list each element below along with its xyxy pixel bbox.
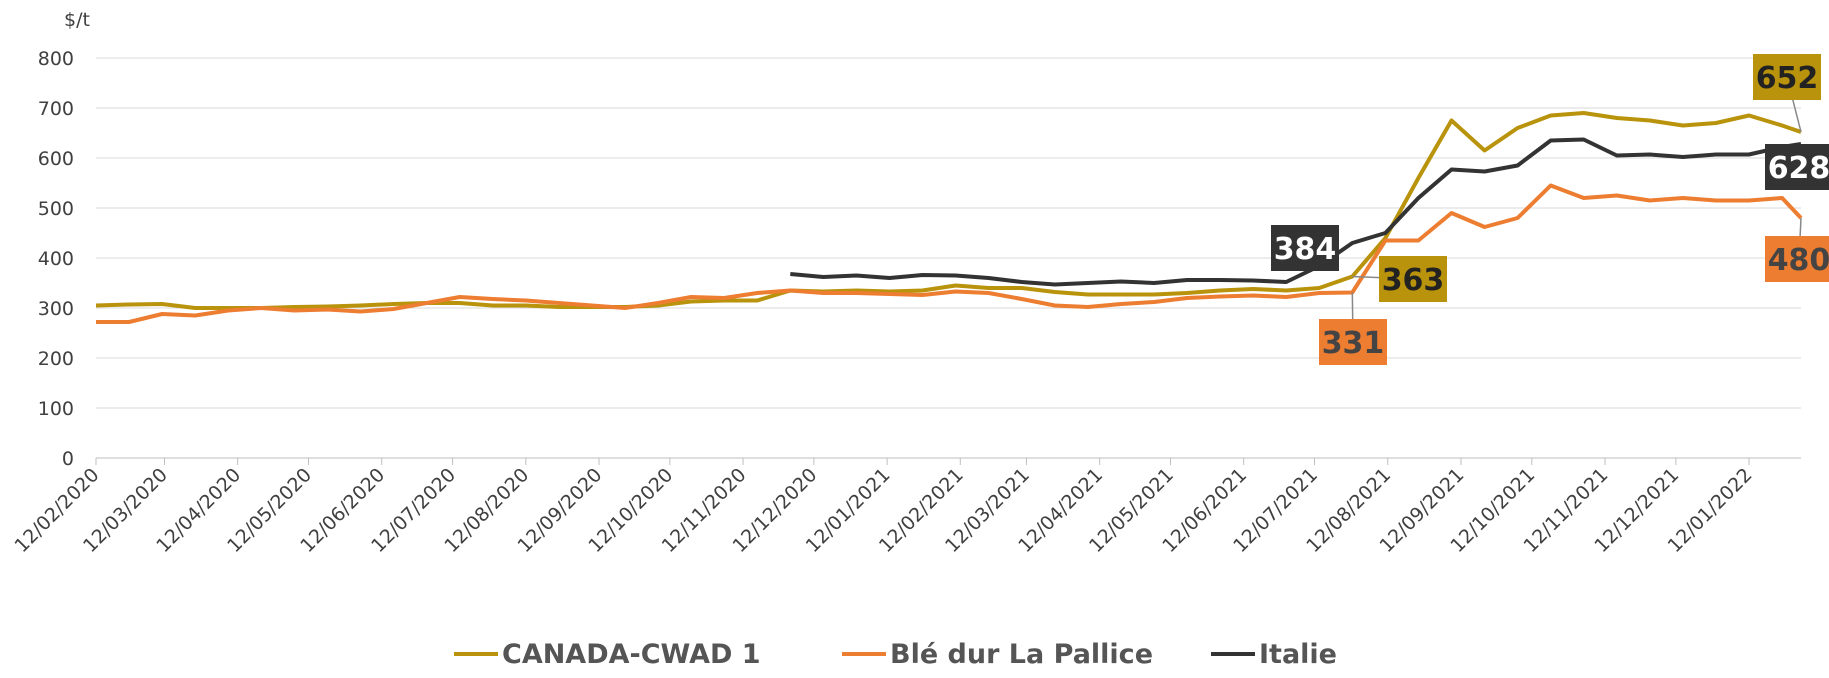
y-tick-label: 400 (38, 248, 74, 270)
label-box (1765, 144, 1829, 190)
data-label: 363 (1382, 263, 1445, 298)
y-tick-label: 300 (38, 298, 74, 320)
y-tick-label: 0 (62, 448, 74, 470)
y-tick-label: 600 (38, 148, 74, 170)
y-axis-label: $/t (64, 9, 90, 31)
legend-label: Italie (1259, 639, 1337, 670)
y-tick-label: 500 (38, 198, 74, 220)
data-label: 384 (1274, 232, 1337, 267)
label-box (1319, 319, 1387, 365)
y-tick-label: 800 (38, 48, 74, 70)
label-box (1379, 256, 1447, 302)
label-box (1271, 225, 1339, 271)
legend-label: CANADA-CWAD 1 (502, 639, 761, 670)
series-line (95, 111, 1802, 310)
label-box (1753, 54, 1821, 100)
data-label: 628 (1768, 151, 1829, 186)
y-tick-label: 200 (38, 348, 74, 370)
y-tick-label: 700 (38, 98, 74, 120)
data-label: 480 (1768, 243, 1829, 278)
series-line (96, 183, 1803, 324)
series-line (790, 137, 1802, 287)
data-label: 331 (1322, 326, 1385, 361)
legend-label: Blé dur La Pallice (890, 639, 1153, 670)
y-tick-label: 100 (38, 398, 74, 420)
label-box (1765, 236, 1829, 282)
data-label: 652 (1756, 61, 1819, 96)
